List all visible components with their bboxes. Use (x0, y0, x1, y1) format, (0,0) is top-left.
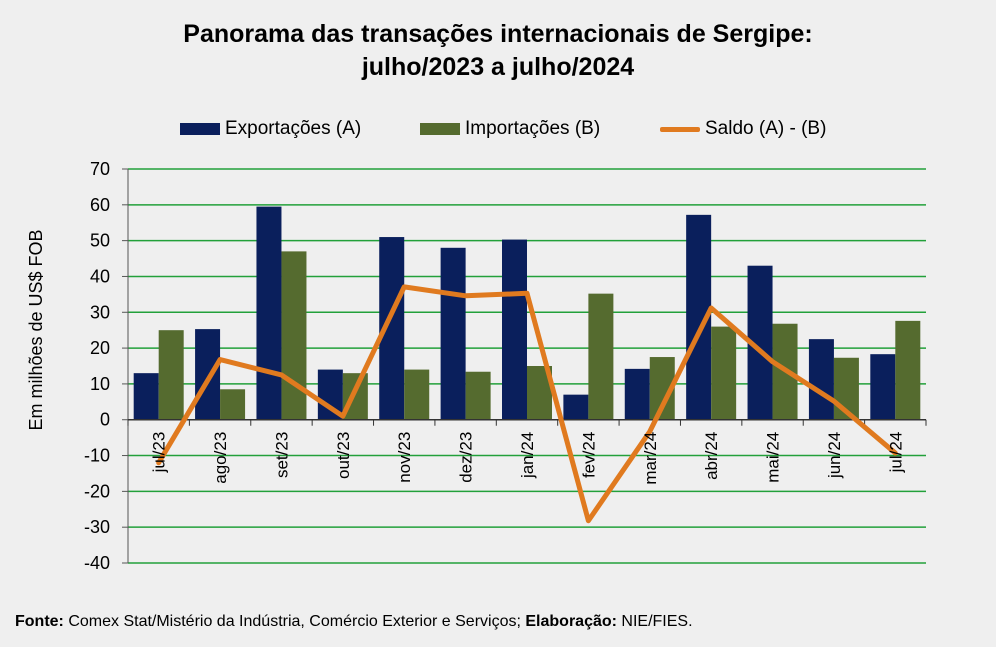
x-category-label: dez/23 (457, 432, 476, 483)
footer-credit-text: NIE/FIES. (616, 613, 693, 630)
legend-item-exports: Exportações (A) (180, 118, 361, 140)
export-bar (563, 394, 589, 420)
y-tick-label: -40 (84, 553, 110, 573)
legend-swatch-imports (420, 123, 460, 135)
import-bar (281, 251, 307, 420)
y-tick-label: -20 (84, 481, 110, 501)
import-bar (895, 320, 921, 420)
import-bar (220, 389, 246, 420)
y-tick-label: 40 (90, 266, 110, 286)
export-bar (440, 247, 466, 420)
legend-item-balance: Saldo (A) - (B) (660, 118, 826, 140)
footer-source: Fonte: Comex Stat/Mistério da Indústria,… (15, 613, 693, 631)
chart-title-line1: Panorama das transações internacionais d… (183, 20, 813, 48)
x-category-labels: jul/23 ago/23 set/23 out/23 nov/23 dez/23 jan/… (150, 432, 906, 485)
export-bar (624, 368, 650, 420)
y-tick-label: 20 (90, 338, 110, 358)
export-bar (502, 239, 527, 420)
import-bar (711, 326, 737, 420)
x-category-label: out/23 (334, 432, 353, 479)
y-tick-labels: 70 60 50 40 30 20 10 0 -10 -20 -30 -40 (84, 159, 110, 573)
chart-legend: Exportações (A) Importações (B) Saldo (A… (0, 118, 996, 144)
y-tick-label: -10 (84, 446, 110, 466)
x-category-label: nov/23 (395, 432, 414, 483)
x-category-label: jul/24 (886, 432, 905, 474)
x-category-label: mai/24 (764, 432, 783, 483)
x-category-label: jul/23 (150, 432, 169, 474)
y-axis-label: Em milhões de US$ FOB (26, 229, 46, 430)
y-tick-label: 10 (90, 374, 110, 394)
y-tick-label: 70 (90, 159, 110, 179)
x-category-label: abr/24 (702, 432, 721, 480)
export-bar (195, 329, 221, 420)
import-bar (588, 293, 614, 420)
x-category-label: jan/24 (518, 432, 537, 479)
export-bar (870, 354, 896, 420)
y-tick-label: -30 (84, 517, 110, 537)
balance-line (156, 284, 898, 524)
chart-title: Panorama das transações internacionais d… (0, 18, 996, 84)
y-tick-label: 0 (100, 410, 110, 430)
x-category-label: jun/24 (825, 432, 844, 479)
export-bar (133, 373, 159, 420)
footer-source-label: Fonte: (15, 613, 64, 630)
export-bar (256, 206, 282, 420)
y-tick-label: 60 (90, 195, 110, 215)
legend-item-imports: Importações (B) (420, 118, 600, 140)
balance-line-series (156, 284, 898, 524)
y-tick-label: 30 (90, 302, 110, 322)
y-tick-label: 50 (90, 231, 110, 251)
x-category-label: set/23 (272, 432, 291, 478)
x-category-label: mar/24 (641, 432, 660, 485)
footer-credit-label: Elaboração: (525, 613, 617, 630)
zero-axis (127, 418, 927, 426)
legend-label-exports: Exportações (A) (225, 118, 362, 139)
import-bar (404, 369, 430, 420)
import-bar (158, 330, 184, 420)
x-category-label: ago/23 (211, 432, 230, 484)
legend-label-imports: Importações (B) (465, 118, 601, 139)
export-bar (808, 339, 834, 420)
chart-title-line2: julho/2023 a julho/2024 (361, 53, 635, 81)
legend-label-balance: Saldo (A) - (B) (705, 118, 827, 139)
legend-swatch-balance (660, 126, 700, 132)
legend-swatch-exports (180, 123, 220, 135)
x-category-label: fev/24 (579, 432, 598, 478)
import-bar (465, 371, 491, 420)
bar-series (133, 206, 921, 420)
footer-source-text: Comex Stat/Mistério da Indústria, Comérc… (63, 613, 526, 630)
